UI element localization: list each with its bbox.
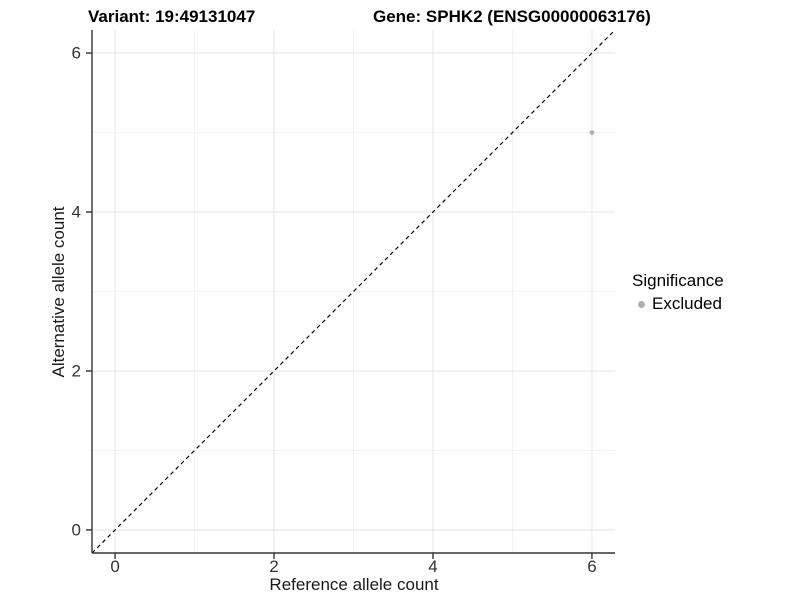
y-axis-tick-label: 6 [71, 43, 81, 63]
legend-title: Significance [632, 271, 724, 290]
excluded-point-icon [638, 300, 645, 308]
x-axis-title: Reference allele count [269, 575, 439, 594]
x-axis-tick-label: 4 [428, 557, 438, 576]
x-axis-tick-label: 2 [269, 557, 279, 576]
plot-title-gene: Gene: SPHK2 (ENSG00000063176) [373, 7, 651, 26]
y-axis-tick-label: 2 [71, 361, 81, 381]
y-axis-tick-label: 0 [71, 520, 81, 540]
plot-title-variant: Variant: 19:49131047 [88, 7, 256, 26]
y-axis-title: Alternative allele count [49, 206, 68, 378]
plot-panel-canvas [86, 30, 616, 559]
y-axis-tick-label: 4 [71, 202, 81, 222]
legend-key [633, 296, 650, 313]
legend-item-excluded: Excluded [627, 294, 724, 314]
x-axis-tick-label: 0 [110, 557, 120, 576]
legend-item-label: Excluded [652, 294, 722, 313]
legend: Significance Excluded [627, 271, 724, 314]
x-axis-tick-label: 6 [587, 557, 597, 576]
